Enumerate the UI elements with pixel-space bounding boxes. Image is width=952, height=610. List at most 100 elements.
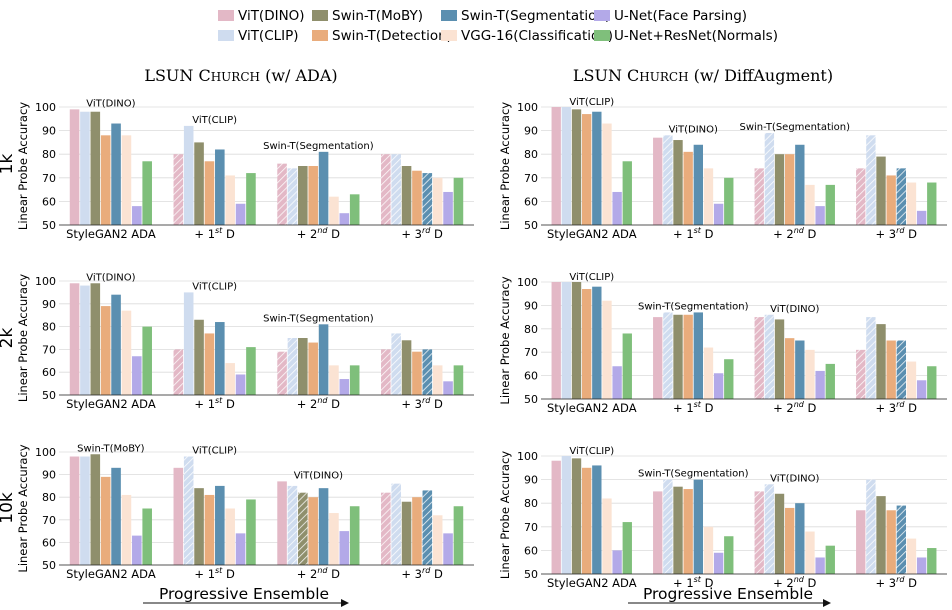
bar-vit-dino (69, 456, 80, 565)
y-tick-label: 80 (524, 148, 538, 161)
bar-vit-dino (551, 107, 561, 225)
bar-vit-clip (866, 317, 876, 399)
annotation-label: Swin-T(Segmentation) (739, 122, 850, 133)
bar-swin-t-segmentation (693, 479, 703, 574)
bar-u-net-resnet-normals (825, 545, 835, 574)
legend-label-vit-dino: ViT(DINO) (238, 8, 305, 24)
footer-label: Progressive Ensemble (159, 585, 329, 603)
y-tick-label: 70 (524, 172, 538, 185)
bar-vit-dino (381, 492, 391, 565)
x-group-label: StyleGAN2 ADA (66, 567, 156, 581)
bar-swin-t-detection (204, 333, 215, 395)
bar-vgg-16-classification (225, 363, 235, 395)
bar-u-net-resnet-normals (349, 194, 360, 225)
charts: 1k 2k 10k 50 60 70 80 90 100 Linear Probe Accurac… (0, 97, 947, 590)
bar-swin-t-segmentation (215, 149, 225, 225)
legend-swatch-swin-t-detection (312, 30, 328, 41)
bar-swin-t-detection (683, 489, 693, 574)
bar-vit-dino (277, 481, 287, 565)
right-column-title: LSUN CHURCH (w/ DiffAugment) (573, 66, 833, 85)
bar-vgg-16-classification (906, 538, 917, 574)
bar-vit-dino (173, 154, 184, 225)
bar-swin-t-segmentation (215, 485, 225, 565)
bar-vgg-16-classification (225, 175, 235, 225)
x-group-label: + 2nd D (297, 566, 340, 581)
x-group-label: StyleGAN2 ADA (66, 227, 156, 241)
bar-swin-t-moby (298, 166, 308, 225)
bar-swin-t-segmentation (318, 151, 329, 225)
y-tick-label: 80 (524, 497, 538, 510)
legend-label-vgg-16-classification: VGG-16(Classification) (461, 28, 613, 44)
bar-vit-clip (287, 485, 298, 565)
y-axis-label: Linear Probe Accuracy (498, 451, 512, 579)
legend-item-u-net-face-parsing: U-Net(Face Parsing) (594, 8, 747, 24)
bar-swin-t-detection (308, 497, 318, 565)
bar-vgg-16-classification (805, 349, 815, 399)
bar-vit-clip (391, 333, 401, 395)
bar-u-net-face-parsing (235, 533, 246, 565)
legend-item-swin-t-detection: Swin-T(Detection) (312, 28, 452, 44)
bar-swin-t-detection (204, 161, 215, 225)
bar-swin-t-moby (673, 140, 683, 225)
y-tick-label: 50 (524, 568, 538, 581)
legend-item-u-net-resnet-normals: U-Net+ResNet(Normals) (594, 28, 778, 44)
legend-swatch-swin-t-moby (312, 10, 328, 21)
footer-label: Progressive Ensemble (643, 585, 813, 603)
bar-swin-t-segmentation (215, 322, 225, 395)
left-footer: Progressive Ensemble (143, 585, 349, 607)
chart-ada-2k: 50 60 70 80 90 100 Linear Probe Accuracy StyleG… (16, 272, 474, 411)
bar-vit-dino (69, 283, 80, 395)
bar-vit-clip (663, 479, 673, 574)
bar-vit-clip (663, 312, 673, 399)
bar-swin-t-segmentation (111, 294, 121, 395)
y-tick-label: 100 (35, 101, 56, 114)
bar-vit-dino (277, 351, 287, 395)
bar-swin-t-moby (90, 111, 101, 225)
x-group-label: + 1st D (673, 226, 714, 241)
legend-label-swin-t-moby: Swin-T(MoBY) (332, 8, 423, 24)
bar-u-net-resnet-normals (246, 347, 256, 395)
bar-vgg-16-classification (329, 513, 339, 565)
annotation-label: Swin-T(Segmentation) (638, 301, 749, 312)
y-tick-label: 70 (524, 346, 538, 359)
legend-swatch-vit-clip (218, 30, 234, 41)
bar-u-net-resnet-normals (622, 522, 632, 574)
y-tick-label: 60 (42, 536, 56, 549)
legend-item-vgg-16-classification: VGG-16(Classification) (441, 28, 613, 44)
x-group-label: + 3rd D (876, 400, 918, 415)
x-group-label: + 3rd D (401, 226, 443, 241)
annotation-label: Swin-T(Segmentation) (263, 313, 374, 324)
y-axis-label: Linear Probe Accuracy (16, 102, 30, 230)
bar-vit-clip (80, 111, 90, 225)
row-label-1k: 1k (0, 154, 17, 175)
bar-swin-t-detection (683, 314, 693, 399)
y-tick-label: 50 (524, 393, 538, 406)
bar-swin-t-moby (401, 501, 412, 565)
bar-swin-t-detection (785, 507, 795, 574)
x-group-label: + 1st D (673, 575, 714, 590)
bar-vit-dino (173, 467, 184, 565)
bar-vgg-16-classification (703, 347, 714, 399)
bar-swin-t-moby (673, 486, 683, 574)
y-tick-label: 100 (35, 446, 56, 459)
x-group-label: + 2nd D (773, 226, 816, 241)
bar-swin-t-segmentation (422, 173, 433, 225)
y-tick-label: 100 (517, 276, 538, 289)
bar-u-net-resnet-normals (453, 506, 464, 565)
y-tick-label: 90 (42, 125, 56, 138)
x-group-label: + 2nd D (297, 396, 340, 411)
bar-swin-t-moby (298, 338, 308, 395)
bar-vit-clip (561, 456, 572, 574)
bar-swin-t-segmentation (111, 123, 121, 225)
bar-u-net-resnet-normals (246, 499, 256, 565)
bar-u-net-resnet-normals (142, 508, 152, 565)
bar-u-net-resnet-normals (927, 182, 937, 225)
x-group-label: + 1st D (194, 396, 235, 411)
bar-vit-clip (80, 456, 90, 565)
x-group-label: StyleGAN2 ADA (66, 397, 156, 411)
legend-label-u-net-face-parsing: U-Net(Face Parsing) (614, 8, 747, 24)
bar-vit-dino (754, 317, 764, 399)
bar-vit-clip (866, 479, 876, 574)
bar-swin-t-detection (412, 351, 422, 395)
x-group-label: + 2nd D (297, 226, 340, 241)
